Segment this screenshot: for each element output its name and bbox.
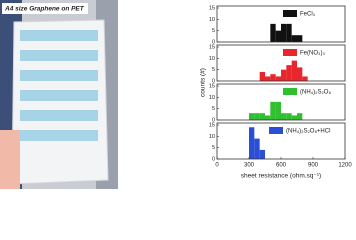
bar bbox=[275, 76, 281, 81]
bar bbox=[254, 138, 260, 159]
panel-frame bbox=[216, 5, 346, 43]
bar bbox=[291, 115, 297, 120]
y-tick-label: 0 bbox=[212, 39, 215, 45]
bar bbox=[286, 65, 292, 81]
legend-label: FeCl₃ bbox=[300, 12, 316, 18]
y-tick-label: 5 bbox=[212, 28, 215, 34]
y-tick-label: 10 bbox=[209, 134, 215, 140]
legend-label: Fe(NO₃)₃ bbox=[300, 51, 325, 57]
bar bbox=[297, 113, 303, 120]
legend-swatch bbox=[283, 49, 297, 56]
bar bbox=[297, 35, 303, 42]
y-tick-label: 0 bbox=[212, 156, 215, 162]
y-tick-label: 15 bbox=[209, 44, 215, 50]
y-axis-label: counts (#) bbox=[200, 68, 207, 97]
figure: A4 size Graphene on PET 0 5 10 15 FeCl₃ 0 5 10 1… bbox=[0, 0, 352, 189]
x-tick-label: 1200 bbox=[338, 163, 352, 169]
bar bbox=[291, 35, 297, 42]
legend-swatch bbox=[283, 10, 297, 17]
legend-swatch bbox=[269, 127, 283, 134]
bar bbox=[259, 113, 265, 120]
y-tick-label: 15 bbox=[209, 122, 215, 128]
graphene-rows bbox=[20, 30, 98, 141]
x-tick-label: 0 bbox=[215, 163, 219, 169]
photo: A4 size Graphene on PET bbox=[0, 0, 118, 189]
bar bbox=[275, 30, 281, 42]
bar bbox=[270, 101, 276, 120]
y-tick-label: 15 bbox=[209, 83, 215, 89]
legend-label: (NH₄)₂S₂O₈ bbox=[300, 90, 331, 96]
bar bbox=[281, 113, 287, 120]
x-tick-label: 900 bbox=[308, 163, 319, 169]
bar bbox=[270, 74, 276, 81]
legend-swatch bbox=[283, 88, 297, 95]
x-tick-label: 300 bbox=[244, 163, 255, 169]
glove bbox=[0, 130, 20, 189]
bar bbox=[297, 67, 303, 81]
bar bbox=[254, 113, 260, 120]
bar bbox=[286, 23, 292, 42]
y-tick-label: 5 bbox=[212, 67, 215, 73]
bar bbox=[275, 101, 281, 120]
panel-frame bbox=[216, 44, 346, 82]
bar bbox=[286, 113, 292, 120]
y-tick-label: 0 bbox=[212, 78, 215, 84]
bar bbox=[259, 71, 265, 81]
panel-frame bbox=[216, 83, 346, 121]
bar bbox=[249, 127, 255, 159]
bar bbox=[249, 113, 255, 120]
x-tick-label: 600 bbox=[276, 163, 287, 169]
bar bbox=[259, 149, 265, 159]
bar bbox=[265, 115, 271, 120]
bar bbox=[265, 76, 271, 81]
legend-label: (NH₄)₂S₂O₈+HCl bbox=[286, 129, 330, 135]
y-tick-label: 5 bbox=[212, 145, 215, 151]
bar bbox=[302, 76, 308, 81]
y-tick-label: 15 bbox=[209, 5, 215, 11]
y-tick-label: 5 bbox=[212, 106, 215, 112]
bar bbox=[281, 69, 287, 81]
caption-box bbox=[2, 3, 88, 14]
bar bbox=[270, 23, 276, 42]
x-axis-label: sheet resistance (ohm.sq⁻¹) bbox=[241, 173, 321, 180]
pet-sheet bbox=[11, 19, 109, 185]
y-tick-label: 10 bbox=[209, 95, 215, 101]
y-tick-label: 10 bbox=[209, 56, 215, 62]
y-tick-label: 10 bbox=[209, 17, 215, 23]
bar bbox=[281, 23, 287, 42]
bar bbox=[291, 60, 297, 81]
y-tick-label: 0 bbox=[212, 117, 215, 123]
photo-caption: A4 size Graphene on PET bbox=[4, 6, 85, 13]
